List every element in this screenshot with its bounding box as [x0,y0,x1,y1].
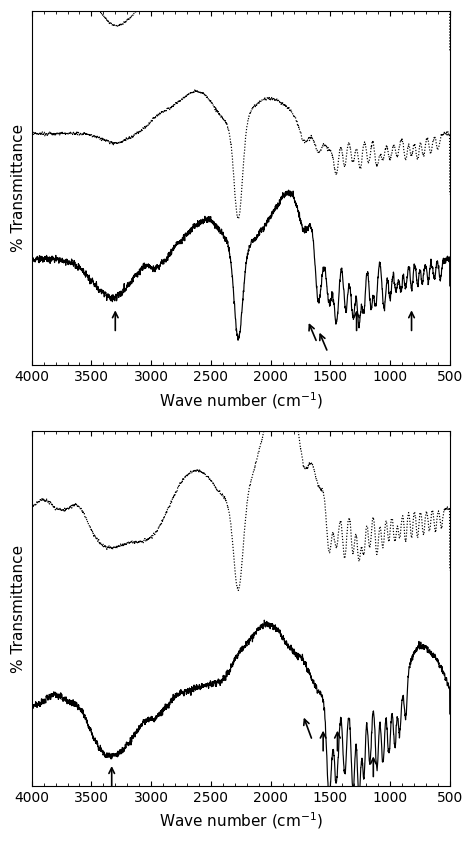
Y-axis label: % Transmittance: % Transmittance [11,545,26,673]
Y-axis label: % Transmittance: % Transmittance [11,125,26,253]
X-axis label: Wave number (cm$^{-1}$): Wave number (cm$^{-1}$) [159,390,323,411]
X-axis label: Wave number (cm$^{-1}$): Wave number (cm$^{-1}$) [159,810,323,831]
